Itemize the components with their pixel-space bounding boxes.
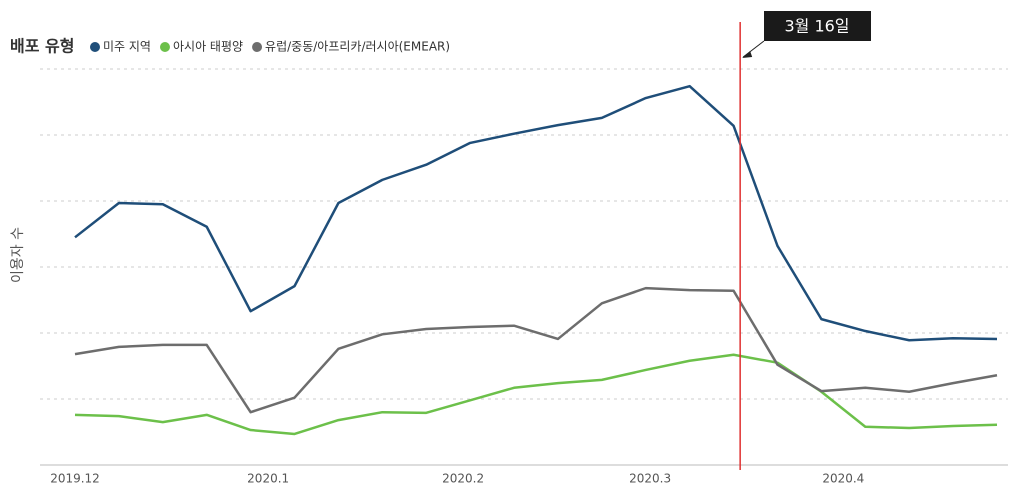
series-line (74, 286, 998, 414)
series-line (74, 353, 998, 436)
x-tick-label: 2020.1 (247, 472, 289, 486)
x-tick-label: 2019.12 (50, 472, 100, 486)
legend-label: 유럽/중동/아프리카/러시아(EMEAR) (265, 40, 450, 54)
y-axis-label: 이용자 수 (10, 227, 26, 283)
annotation-arrowhead (742, 51, 753, 58)
chart-title: 배포 유형 (10, 37, 74, 56)
legend-marker (159, 42, 170, 52)
legend-marker (252, 42, 263, 52)
legend-marker (90, 42, 100, 52)
x-tick-label: 2020.2 (442, 472, 484, 486)
legend-label: 아시아 태평양 (173, 40, 243, 54)
x-tick-label: 2020.3 (629, 472, 671, 486)
series-line (74, 84, 998, 342)
legend-label: 미주 지역 (103, 40, 151, 54)
annotation-text: 3월 16일 (784, 17, 849, 36)
x-tick-label: 2020.4 (822, 472, 864, 486)
annotation-box (764, 11, 871, 41)
